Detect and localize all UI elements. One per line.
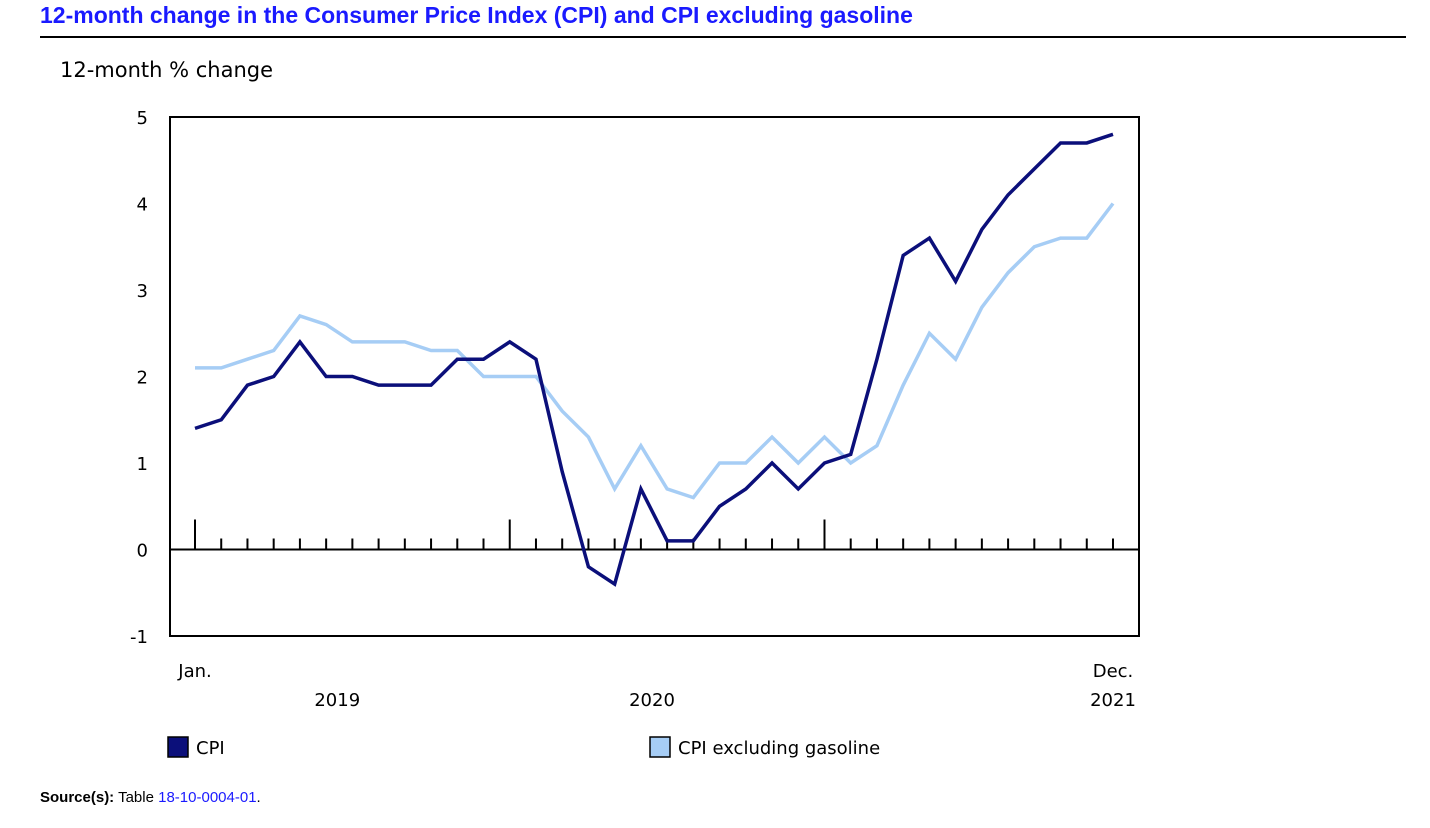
y-tick-label: 5: [137, 108, 148, 129]
chart-title: 12-month change in the Consumer Price In…: [40, 2, 913, 28]
x-year-label: 2019: [314, 690, 360, 711]
series-line-cpi: [194, 132, 1114, 587]
source-end: .: [256, 789, 261, 806]
legend-swatch: [167, 736, 189, 758]
x-label-last-month: Dec.: [1093, 661, 1134, 682]
source-link[interactable]: 18-10-0004-01: [158, 789, 257, 806]
y-tick-label: 1: [137, 454, 148, 475]
legend-label: CPI excluding gasoline: [678, 738, 880, 759]
y-tick-label: 4: [137, 195, 148, 216]
source-label: Source(s):: [40, 789, 115, 806]
series-line-cpi-excluding-gasoline: [195, 202, 1115, 500]
y-tick-label: 2: [137, 368, 148, 389]
source-text: Table: [118, 789, 154, 806]
y-axis-label: 12-month % change: [60, 58, 273, 82]
x-label-first-month: Jan.: [177, 661, 211, 682]
x-year-label: 2020: [629, 690, 675, 711]
line-chart: 12-month % change -1 0 1 2 3 4 5 Jan. Dec. 2019 20…: [60, 58, 1140, 759]
legend-swatch: [649, 736, 671, 758]
y-tick-label: 3: [137, 281, 148, 302]
source-note: Source(s): Table 18-10-0004-01.: [40, 789, 261, 806]
plot-frame: [169, 116, 1140, 637]
x-year-label: 2021: [1090, 690, 1136, 711]
y-tick-label: 0: [137, 541, 148, 562]
title-rule: [40, 36, 1406, 38]
legend-label: CPI: [196, 738, 225, 759]
y-tick-label: -1: [130, 627, 148, 648]
